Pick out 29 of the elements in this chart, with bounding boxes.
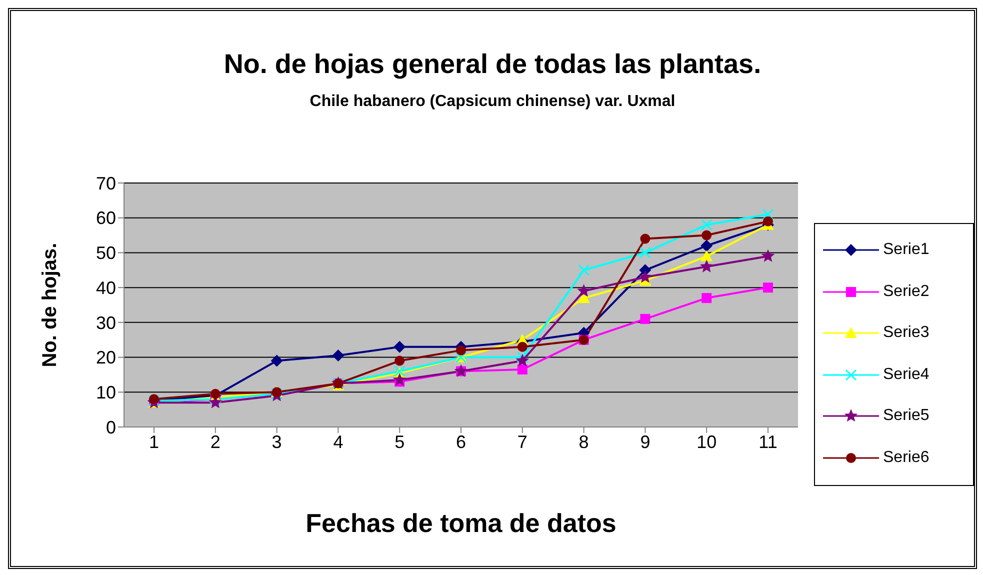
y-axis-title: No. de hojas. bbox=[39, 242, 62, 368]
legend-label: Serie5 bbox=[883, 407, 930, 426]
x-tick-label: 1 bbox=[148, 432, 160, 452]
legend-label: Serie1 bbox=[883, 241, 930, 260]
x-tick-label: 3 bbox=[272, 432, 282, 452]
y-tick-label: 50 bbox=[96, 243, 116, 264]
y-tick-label: 40 bbox=[96, 278, 116, 298]
x-tick-label: 4 bbox=[333, 432, 344, 452]
y-tick-label: 60 bbox=[96, 208, 116, 228]
chart-title: No. de hojas general de todas las plantas. bbox=[222, 49, 762, 80]
y-tick-label: 30 bbox=[96, 312, 116, 333]
y-tick-label: 0 bbox=[106, 417, 116, 438]
legend-label: Serie3 bbox=[883, 324, 930, 342]
chart-subtitle: Chile habanero (Capsicum chinense) var. Uxmal bbox=[308, 93, 676, 111]
legend-label: Serie2 bbox=[883, 282, 930, 301]
legend-label: Serie6 bbox=[883, 448, 930, 467]
x-tick-label: 10 bbox=[696, 432, 717, 452]
x-tick-label: 11 bbox=[758, 432, 778, 452]
y-tick-label: 10 bbox=[96, 382, 116, 403]
x-tick-label: 5 bbox=[394, 432, 405, 452]
x-axis-title: Fechas de toma de datos bbox=[306, 508, 616, 538]
y-tick-label: 70 bbox=[96, 173, 116, 194]
y-tick-label: 20 bbox=[96, 348, 116, 368]
x-tick-label: 7 bbox=[517, 432, 528, 452]
legend-label: Serie4 bbox=[883, 366, 930, 384]
x-tick-label: 8 bbox=[578, 432, 589, 452]
x-tick-label: 9 bbox=[640, 432, 650, 452]
x-tick-label: 2 bbox=[210, 432, 220, 452]
x-tick-label: 6 bbox=[456, 432, 466, 452]
